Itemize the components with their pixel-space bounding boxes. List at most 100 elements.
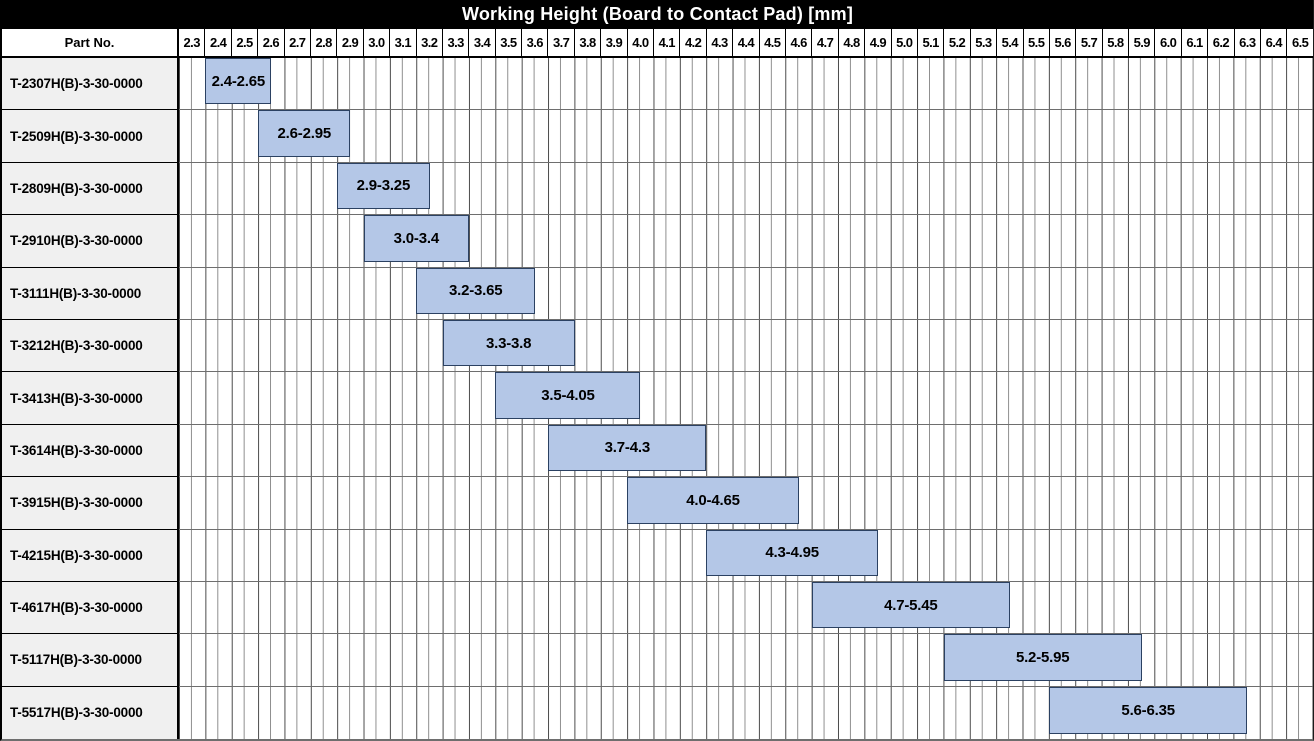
part-number-cell: T-2809H(B)-3-30-0000	[2, 162, 179, 216]
x-axis-tick: 3.4	[468, 29, 494, 56]
x-axis-tick: 4.3	[705, 29, 732, 56]
x-axis-tick: 4.6	[784, 29, 811, 56]
row-grid-area: 5.2-5.95	[179, 634, 1313, 687]
x-axis-tick: 4.2	[679, 29, 705, 56]
x-axis-tick: 6.0	[1154, 29, 1180, 56]
x-axis-tick: 5.7	[1075, 29, 1101, 56]
x-axis-tick: 4.1	[653, 29, 679, 56]
x-axis-tick: 4.5	[758, 29, 785, 56]
part-number-cell: T-3413H(B)-3-30-0000	[2, 372, 179, 425]
x-axis-tick: 3.8	[573, 29, 600, 56]
row-grid-area: 3.5-4.05	[179, 372, 1313, 425]
x-axis-tick: 3.6	[521, 29, 547, 56]
part-number-cell: T-2910H(B)-3-30-0000	[2, 215, 179, 268]
part-number-cell: T-3915H(B)-3-30-0000	[2, 477, 179, 530]
x-axis-tick: 3.3	[441, 29, 468, 56]
x-axis-tick: 3.9	[600, 29, 626, 56]
working-height-range-bar: 2.4-2.65	[205, 58, 272, 105]
row-grid-area: 2.4-2.65	[179, 58, 1313, 111]
part-number-cell: T-2307H(B)-3-30-0000	[2, 58, 179, 111]
working-height-range-bar: 3.7-4.3	[548, 424, 707, 472]
row-grid-area: 3.2-3.65	[179, 267, 1313, 320]
x-axis-tick: 5.9	[1128, 29, 1154, 56]
table-row: T-3212H(B)-3-30-0000 3.3-3.8	[2, 319, 1313, 373]
part-number-cell: T-5517H(B)-3-30-0000	[2, 686, 179, 740]
header-row: Part No. 2.3 2.4 2.5 2.6 2.7 2.8 2.9 3.0 3.1 3.2 3…	[2, 29, 1313, 58]
table-row: T-3915H(B)-3-30-0000 4.0-4.65	[2, 477, 1313, 530]
working-height-range-bar: 2.6-2.95	[258, 110, 351, 157]
x-axis-tick: 5.0	[890, 29, 917, 56]
row-grid-area: 2.6-2.95	[179, 110, 1313, 163]
row-grid-area: 3.7-4.3	[179, 424, 1313, 478]
row-grid-area: 3.0-3.4	[179, 215, 1313, 268]
table-row: T-2809H(B)-3-30-0000 2.9-3.25	[2, 162, 1313, 216]
working-height-range-bar: 4.3-4.95	[706, 529, 878, 576]
x-axis-tick: 5.3	[969, 29, 996, 56]
x-axis-tick: 5.8	[1101, 29, 1128, 56]
x-axis-tick: 2.8	[309, 29, 336, 56]
table-row: T-2509H(B)-3-30-0000 2.6-2.95	[2, 110, 1313, 163]
x-axis-tick: 5.6	[1048, 29, 1075, 56]
x-axis-tick: 5.4	[996, 29, 1022, 56]
part-number-cell: T-5117H(B)-3-30-0000	[2, 634, 179, 687]
row-grid-area: 2.9-3.25	[179, 162, 1313, 216]
part-no-header: Part No.	[2, 29, 179, 56]
working-height-range-bar: 4.0-4.65	[627, 477, 799, 524]
x-axis-tick: 4.4	[732, 29, 758, 56]
row-grid-area: 3.3-3.8	[179, 319, 1313, 373]
x-axis-tick: 5.1	[916, 29, 943, 56]
part-number-cell: T-4617H(B)-3-30-0000	[2, 581, 179, 635]
x-axis-tick: 4.0	[626, 29, 653, 56]
part-number-cell: T-3614H(B)-3-30-0000	[2, 424, 179, 478]
table-row: T-2910H(B)-3-30-0000 3.0-3.4	[2, 215, 1313, 268]
x-axis-tick: 2.4	[204, 29, 230, 56]
x-axis-tick: 5.5	[1022, 29, 1049, 56]
x-axis-tick: 2.5	[230, 29, 257, 56]
part-number-cell: T-3212H(B)-3-30-0000	[2, 319, 179, 373]
row-grid-area: 5.6-6.35	[179, 686, 1313, 740]
table-row: T-3111H(B)-3-30-0000 3.2-3.65	[2, 267, 1313, 320]
x-axis-tick: 4.7	[811, 29, 837, 56]
row-grid-area: 4.3-4.95	[179, 529, 1313, 582]
x-axis-tick: 4.8	[837, 29, 864, 56]
x-axis-tick-row: 2.3 2.4 2.5 2.6 2.7 2.8 2.9 3.0 3.1 3.2 3.3 3.4 3.5 3…	[179, 29, 1313, 56]
x-axis-tick: 3.5	[494, 29, 521, 56]
part-number-cell: T-2509H(B)-3-30-0000	[2, 110, 179, 163]
x-axis-tick: 3.1	[389, 29, 415, 56]
row-grid-area: 4.0-4.65	[179, 477, 1313, 530]
table-row: T-5517H(B)-3-30-0000 5.6-6.35	[2, 686, 1313, 740]
x-axis-tick: 6.1	[1180, 29, 1207, 56]
x-axis-tick: 2.9	[336, 29, 362, 56]
x-axis-tick: 2.7	[283, 29, 310, 56]
x-axis-tick: 6.4	[1260, 29, 1286, 56]
working-height-range-bar: 2.9-3.25	[337, 162, 430, 210]
x-axis-tick: 6.3	[1233, 29, 1260, 56]
row-grid-area: 4.7-5.45	[179, 581, 1313, 635]
part-number-cell: T-3111H(B)-3-30-0000	[2, 267, 179, 320]
working-height-range-bar: 3.0-3.4	[363, 215, 470, 262]
rows-container: T-2307H(B)-3-30-0000 2.4-2.65 T-2509H(B)-3…	[2, 58, 1313, 740]
working-height-range-bar: 5.2-5.95	[943, 634, 1142, 681]
working-height-range-bar: 4.7-5.45	[811, 581, 1010, 629]
working-height-range-bar: 3.3-3.8	[442, 319, 575, 367]
table-row: T-2307H(B)-3-30-0000 2.4-2.65	[2, 58, 1313, 111]
working-height-range-bar: 3.2-3.65	[416, 267, 536, 314]
x-axis-tick: 2.6	[257, 29, 283, 56]
working-height-range-bar: 3.5-4.05	[495, 372, 641, 419]
x-axis-tick: 5.2	[943, 29, 969, 56]
x-axis-tick: 3.0	[362, 29, 389, 56]
table-row: T-3614H(B)-3-30-0000 3.7-4.3	[2, 424, 1313, 478]
working-height-range-bar: 5.6-6.35	[1049, 686, 1248, 735]
chart-title: Working Height (Board to Contact Pad) [m…	[2, 0, 1313, 29]
x-axis-tick: 4.9	[864, 29, 890, 56]
x-axis-tick: 6.5	[1286, 29, 1312, 56]
table-row: T-4617H(B)-3-30-0000 4.7-5.45	[2, 581, 1313, 635]
table-row: T-5117H(B)-3-30-0000 5.2-5.95	[2, 634, 1313, 687]
x-axis-tick: 6.2	[1207, 29, 1233, 56]
table-row: T-4215H(B)-3-30-0000 4.3-4.95	[2, 529, 1313, 582]
x-axis-tick: 3.7	[547, 29, 573, 56]
table-row: T-3413H(B)-3-30-0000 3.5-4.05	[2, 372, 1313, 425]
x-axis-tick: 2.3	[183, 35, 201, 50]
x-axis-tick: 3.2	[415, 29, 442, 56]
